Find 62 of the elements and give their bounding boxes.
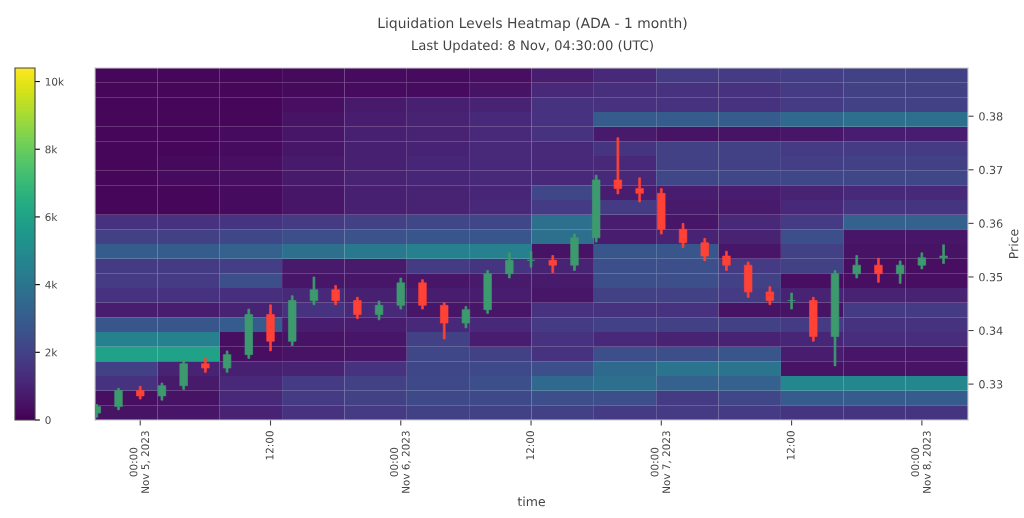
candlestick [592, 174, 601, 243]
candlestick [635, 177, 644, 203]
x-tick-label: 00:00 Nov 6, 2023 [390, 431, 411, 493]
candlestick [331, 285, 340, 306]
candlestick [722, 250, 731, 271]
candlestick [613, 137, 623, 195]
candlestick [374, 300, 384, 321]
y-tick-label: 0.35 [979, 272, 1003, 282]
candlestick [570, 233, 579, 271]
candlestick [396, 277, 405, 310]
y-axis-title: Price [1008, 229, 1019, 259]
candlestick [809, 296, 818, 342]
candlestick [896, 260, 905, 284]
color-bar-label: 10k [45, 77, 64, 86]
candlestick [744, 261, 753, 298]
candlestick [157, 382, 167, 401]
candlestick [548, 255, 557, 274]
candlestick [874, 257, 883, 283]
candlestick [830, 270, 840, 367]
candlestick [179, 359, 188, 390]
candlestick [700, 238, 709, 262]
candlestick [483, 270, 492, 314]
x-tick-label: 12:00 [786, 431, 795, 460]
color-bar-label: 0 [45, 416, 51, 425]
candlestick [461, 306, 471, 329]
x-axis-title: time [517, 496, 545, 507]
y-tick-label: 0.33 [979, 380, 1003, 389]
candlestick [440, 302, 449, 340]
x-tick-label: 00:00 Nov 8, 2023 [911, 431, 932, 493]
candlestick [678, 223, 688, 248]
chart-title: Liquidation Levels Heatmap (ADA - 1 month) [378, 17, 687, 31]
y-tick-label: 0.34 [979, 326, 1003, 335]
candlestick [852, 255, 861, 279]
color-bar-label: 6k [45, 212, 58, 222]
color-bar-label: 2k [45, 348, 58, 357]
y-tick-label: 0.37 [979, 165, 1003, 175]
candlestick [114, 388, 123, 411]
y-tick-label: 0.38 [979, 112, 1003, 121]
candlestick [917, 252, 927, 270]
candlestick [418, 279, 427, 310]
color-bar-label: 4k [45, 280, 58, 289]
chart-subtitle: Last Updated: 8 Nov, 04:30:00 (UTC) [412, 39, 653, 53]
x-tick-label: 12:00 [265, 431, 274, 460]
candlestick [288, 295, 297, 346]
candlestick [787, 292, 796, 310]
candlestick [657, 188, 666, 235]
candlestick [309, 276, 319, 306]
candlestick [222, 350, 232, 373]
x-tick-label: 00:00 Nov 5, 2023 [129, 431, 151, 493]
candlestick [526, 250, 536, 268]
candlestick [136, 385, 145, 400]
candlestick [201, 358, 210, 373]
candlestick [939, 244, 948, 264]
x-tick-label: 12:00 [526, 431, 535, 460]
candlestick [353, 296, 362, 320]
candlestick [505, 252, 514, 279]
x-tick-label: 00:00 Nov 7, 2023 [650, 431, 672, 493]
candlestick [244, 308, 253, 359]
y-tick-label: 0.36 [979, 219, 1003, 228]
candlestick [765, 286, 775, 306]
candlestick [266, 304, 275, 352]
color-bar-label: 8k [45, 145, 58, 154]
